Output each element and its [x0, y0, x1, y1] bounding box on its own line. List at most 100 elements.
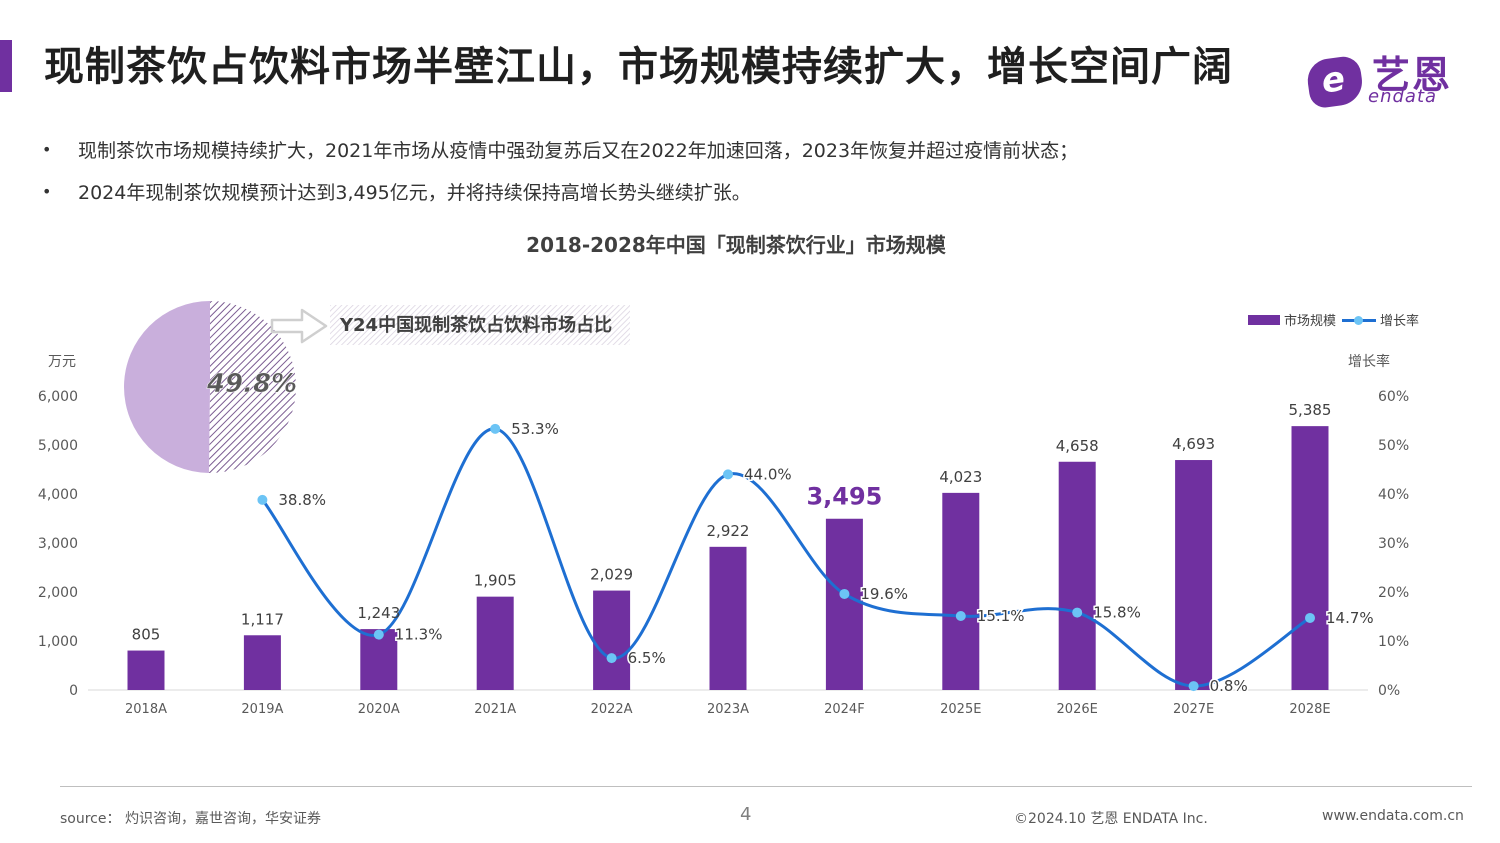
right-tick-label: 10%: [1378, 634, 1409, 650]
callout-arrow-icon: [270, 308, 328, 344]
growth-rate-label: 44.0%: [744, 465, 792, 483]
logo-chinese-name: 艺恩: [1372, 53, 1453, 97]
legend-label-growth-rate: 增长率: [1380, 314, 1420, 329]
legend-label-market-size: 市场规模: [1284, 314, 1337, 329]
bullet-text: 现制茶饮市场规模持续扩大，2021年市场从疫情中强劲复苏后又在2022年加速回落…: [78, 139, 1079, 162]
footer-source: source： 灼识咨询，嘉世咨询，华安证券: [60, 811, 321, 827]
pie-share-label: 49.8%: [206, 369, 297, 399]
chart-legend: 市场规模 增长率: [1248, 310, 1419, 329]
pie-slice-tea-share: [123, 301, 210, 473]
growth-rate-label: 38.8%: [278, 491, 326, 509]
x-tick-label: 2022A: [591, 702, 633, 717]
growth-rate-label: 0.8%: [1210, 677, 1248, 695]
bar-value-label: 1,243: [357, 604, 400, 622]
left-tick-label: 5,000: [38, 438, 78, 454]
page-number: 4: [740, 804, 752, 825]
growth-rate-label: 19.6%: [860, 585, 908, 603]
chart-title: 2018-2028年中国「现制茶饮行业」市场规模: [526, 233, 946, 257]
right-axis-title: 增长率: [1348, 353, 1390, 370]
callout-background: [330, 305, 630, 345]
bar-value-label: 805: [132, 626, 161, 644]
left-tick-label: 6,000: [38, 389, 78, 405]
growth-rate-marker: [1305, 612, 1315, 623]
logo-english-name: endata: [1368, 86, 1438, 107]
pie-callout: Y24中国现制茶饮占饮料市场占比: [330, 305, 630, 345]
bullet-list: • 现制茶饮市场规模持续扩大，2021年市场从疫情中强劲复苏后又在2022年加速…: [42, 128, 1078, 212]
bar-value-label-highlight: 3,495: [806, 483, 882, 511]
x-tick-label: 2023A: [707, 702, 749, 717]
right-tick-label: 20%: [1378, 585, 1409, 601]
legend-bar-swatch: [1248, 314, 1280, 325]
x-tick-label: 2020A: [358, 702, 400, 717]
left-tick-label: 2,000: [38, 585, 78, 601]
growth-rate-label: 14.7%: [1326, 609, 1374, 627]
bar-market-size: [709, 546, 747, 690]
bar-market-size: [1175, 460, 1213, 690]
left-axis-title: 万元: [48, 354, 76, 370]
bullet-dot-icon: •: [42, 139, 52, 159]
growth-rate-marker: [1072, 607, 1083, 618]
x-tick-label: 2018A: [125, 702, 167, 717]
growth-rate-marker: [606, 653, 617, 664]
bar-market-size: [593, 590, 631, 690]
growth-rate-marker: [1188, 681, 1199, 692]
bar-market-size: [243, 635, 281, 690]
footer-copyright: ©2024.10 艺恩 ENDATA Inc.: [1014, 811, 1208, 827]
growth-rate-label: 15.8%: [1093, 604, 1141, 622]
x-tick-label: 2024F: [824, 702, 865, 717]
footer-website: www.endata.com.cn: [1322, 808, 1464, 824]
growth-rate-marker: [723, 469, 733, 480]
bar-value-label: 2,029: [590, 566, 633, 584]
growth-rate-marker: [373, 629, 384, 640]
left-tick-label: 0: [69, 683, 78, 699]
bullet-item: • 2024年现制茶饮规模预计达到3,495亿元，并将持续保持高增长势头继续扩张…: [42, 170, 1078, 212]
title-accent-bar: [0, 40, 12, 92]
left-tick-label: 1,000: [38, 634, 78, 650]
bar-value-label: 4,023: [939, 468, 982, 486]
growth-rate-label: 15.1%: [977, 607, 1025, 625]
x-tick-label: 2021A: [474, 702, 516, 717]
bar-market-size: [942, 492, 980, 690]
growth-rate-label: 53.3%: [511, 420, 559, 438]
bar-value-label: 2,922: [707, 522, 750, 540]
bullet-item: • 现制茶饮市场规模持续扩大，2021年市场从疫情中强劲复苏后又在2022年加速…: [42, 128, 1078, 170]
x-tick-label: 2026E: [1057, 702, 1098, 717]
bar-market-size: [127, 650, 165, 690]
page-title: 现制茶饮占饮料市场半壁江山，市场规模持续扩大，增长空间广阔: [44, 44, 1233, 90]
bar-value-label: 1,905: [474, 572, 517, 590]
x-tick-label: 2019A: [241, 702, 283, 717]
growth-rate-marker: [490, 423, 501, 434]
right-tick-label: 40%: [1378, 487, 1409, 503]
right-tick-label: 50%: [1378, 438, 1409, 454]
callout-text: Y24中国现制茶饮占饮料市场占比: [340, 315, 613, 336]
bullet-dot-icon: •: [42, 181, 52, 201]
bar-market-size: [1058, 461, 1096, 690]
pie-slice-other: [208, 301, 296, 473]
footer-divider: [60, 786, 1472, 787]
bar-market-size: [476, 596, 514, 690]
endata-logo: e 艺恩 endata: [1304, 38, 1466, 110]
right-tick-label: 30%: [1378, 536, 1409, 552]
left-tick-label: 3,000: [38, 536, 78, 552]
growth-rate-marker: [839, 588, 850, 599]
x-tick-label: 2028E: [1289, 702, 1330, 717]
bullet-text: 2024年现制茶饮规模预计达到3,495亿元，并将持续保持高增长势头继续扩张。: [78, 181, 751, 204]
growth-rate-label: 11.3%: [395, 626, 443, 644]
bar-value-label: 4,693: [1172, 435, 1215, 453]
bar-market-size: [825, 518, 863, 690]
growth-rate-label: 6.5%: [628, 649, 666, 667]
bar-value-label: 4,658: [1056, 437, 1099, 455]
growth-rate-marker: [955, 611, 966, 622]
growth-rate-marker: [257, 494, 268, 505]
bar-market-size: [1291, 426, 1329, 690]
right-tick-label: 60%: [1378, 389, 1409, 405]
left-tick-label: 4,000: [38, 487, 78, 503]
share-pie-chart: 49.8%: [123, 301, 297, 473]
legend-line-swatch: [1342, 315, 1377, 325]
x-tick-label: 2025E: [940, 702, 981, 717]
bar-value-label: 1,117: [241, 610, 284, 628]
bar-value-label: 5,385: [1289, 401, 1332, 419]
right-tick-label: 0%: [1378, 683, 1400, 699]
x-tick-label: 2027E: [1173, 702, 1214, 717]
